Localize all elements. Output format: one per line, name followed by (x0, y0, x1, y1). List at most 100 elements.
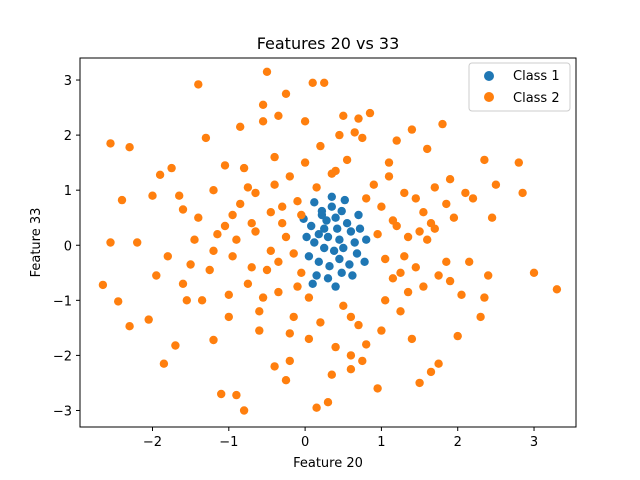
legend-marker-class-1 (484, 71, 494, 81)
point-class-2 (270, 362, 279, 371)
y-axis-ticks: −3 −2 −1 0 1 2 3 (53, 74, 80, 419)
point-class-2 (453, 331, 462, 341)
point-class-2 (144, 315, 153, 324)
point-class-1 (337, 268, 346, 277)
point-class-2 (114, 297, 123, 306)
point-class-2 (178, 205, 188, 214)
point-class-2 (476, 312, 485, 322)
point-class-2 (258, 117, 268, 126)
point-class-1 (339, 243, 348, 253)
point-class-2 (426, 367, 436, 377)
point-class-2 (434, 271, 443, 280)
y-tick-label: 2 (64, 129, 72, 144)
point-class-1 (325, 262, 334, 271)
point-class-2 (438, 119, 447, 129)
point-class-2 (182, 296, 191, 305)
point-class-2 (289, 249, 298, 258)
point-class-1 (310, 198, 319, 207)
point-class-1 (362, 235, 371, 244)
point-class-2 (297, 268, 306, 277)
point-class-2 (152, 271, 161, 280)
point-class-1 (317, 206, 327, 216)
point-class-2 (346, 351, 356, 360)
point-class-2 (186, 260, 195, 269)
point-class-2 (232, 390, 241, 400)
point-class-2 (197, 296, 207, 305)
point-class-2 (266, 246, 275, 255)
point-class-2 (270, 152, 279, 162)
point-class-1 (327, 192, 336, 201)
point-class-1 (337, 206, 346, 216)
point-class-2 (217, 389, 226, 399)
x-tick-label: 3 (530, 435, 538, 450)
point-class-2 (281, 376, 291, 385)
point-class-1 (322, 216, 331, 225)
point-class-2 (396, 307, 405, 316)
point-class-2 (487, 213, 497, 222)
point-class-2 (323, 398, 333, 407)
point-class-2 (281, 232, 291, 242)
point-class-1 (346, 227, 356, 236)
point-class-2 (293, 197, 302, 206)
point-class-1 (308, 279, 317, 288)
point-class-2 (491, 180, 501, 189)
legend-label-class-2: Class 2 (513, 91, 560, 106)
point-class-1 (314, 230, 323, 239)
point-class-2 (281, 89, 291, 99)
point-class-1 (333, 224, 342, 233)
point-class-2 (247, 263, 256, 272)
point-class-2 (106, 238, 115, 247)
point-class-2 (373, 384, 382, 393)
point-class-1 (342, 219, 352, 228)
point-class-2 (384, 172, 394, 181)
point-class-2 (362, 340, 371, 349)
point-class-2 (285, 356, 294, 366)
point-class-1 (350, 238, 359, 247)
point-class-2 (354, 114, 363, 123)
point-class-2 (529, 268, 539, 277)
point-class-2 (346, 365, 356, 374)
point-class-2 (266, 208, 275, 217)
x-tick-label: −1 (219, 435, 238, 450)
point-class-2 (304, 293, 314, 302)
point-class-2 (411, 194, 420, 203)
point-class-2 (381, 296, 390, 305)
point-class-2 (400, 188, 409, 198)
point-class-2 (480, 155, 489, 165)
y-tick-label: 0 (64, 239, 72, 254)
point-class-2 (194, 80, 203, 89)
point-class-2 (362, 194, 371, 203)
point-class-2 (167, 163, 176, 173)
point-class-2 (461, 188, 470, 198)
point-class-2 (285, 172, 294, 181)
point-class-2 (552, 285, 562, 294)
point-class-2 (350, 128, 359, 137)
point-class-2 (407, 334, 417, 344)
point-class-2 (209, 335, 218, 345)
point-class-2 (331, 166, 340, 176)
point-class-2 (178, 279, 188, 288)
point-class-2 (220, 221, 230, 231)
point-class-2 (251, 227, 260, 236)
point-class-2 (365, 108, 375, 118)
point-class-2 (175, 191, 184, 200)
point-class-2 (514, 158, 523, 167)
point-class-2 (243, 279, 253, 288)
point-class-2 (163, 252, 172, 261)
point-class-2 (213, 230, 222, 239)
point-class-2 (289, 312, 298, 322)
point-class-2 (384, 158, 394, 167)
point-class-2 (98, 280, 108, 290)
point-class-2 (125, 143, 134, 152)
point-class-2 (346, 312, 356, 322)
point-class-2 (373, 230, 382, 239)
point-class-2 (239, 163, 249, 173)
point-class-2 (411, 263, 420, 272)
point-class-2 (396, 268, 405, 277)
point-class-1 (329, 246, 339, 255)
point-class-2 (125, 322, 134, 331)
point-class-2 (300, 117, 310, 126)
plot-frame (79, 57, 577, 428)
point-class-1 (307, 221, 316, 231)
point-class-1 (331, 282, 340, 291)
